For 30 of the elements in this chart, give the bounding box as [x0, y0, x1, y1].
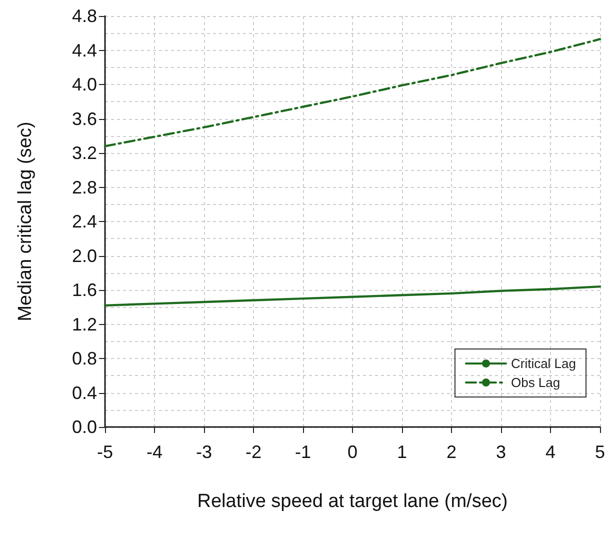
y-tick-label: 2.8	[72, 177, 97, 198]
x-tick-label: 1	[396, 442, 408, 462]
x-tick-label: -5	[96, 442, 114, 462]
y-tick-label: 0.4	[72, 382, 97, 403]
x-tick-label: 0	[347, 442, 358, 462]
x-tick-label: 3	[496, 442, 506, 462]
legend-label: Obs Lag	[510, 375, 560, 390]
x-tick-label: 4	[545, 442, 556, 462]
y-tick-label: 1.2	[72, 314, 97, 334]
y-tick-label: 4.8	[72, 6, 97, 26]
y-tick-label: 0.0	[72, 417, 97, 437]
x-tick-label: 5	[594, 442, 605, 462]
x-tick-label: -2	[245, 442, 262, 462]
line-series	[104, 285, 602, 307]
x-tick-label: -1	[294, 442, 312, 462]
y-tick-label: 3.2	[72, 143, 97, 163]
y-tick-label: 4.0	[72, 74, 97, 94]
y-tick-label: 4.4	[72, 40, 97, 60]
x-tick-label: -4	[146, 442, 163, 462]
y-tick-label: 3.6	[72, 108, 97, 129]
y-tick-label: 0.8	[72, 348, 97, 368]
y-tick-label: 1.6	[72, 280, 97, 300]
x-axis-title: Relative speed at target lane (m/sec)	[197, 491, 508, 512]
x-tick-label: -3	[196, 442, 212, 462]
y-tick-label: 2.4	[72, 212, 97, 232]
x-tick-label: 2	[446, 442, 457, 462]
legend-label: Critical Lag	[510, 356, 576, 371]
y-axis-title: Median critical lag (sec)	[15, 122, 36, 322]
line-series	[104, 38, 602, 148]
y-tick-label: 2.0	[72, 246, 97, 266]
